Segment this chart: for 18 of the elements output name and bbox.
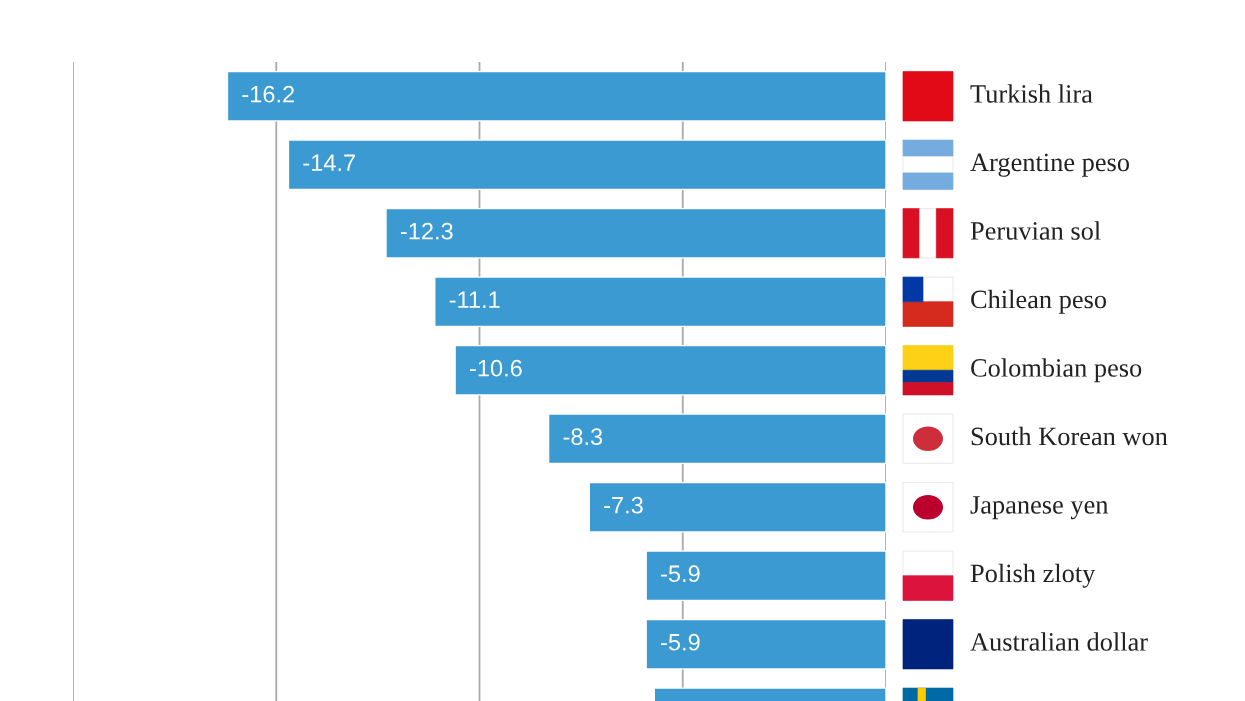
data-label: -12.3 bbox=[400, 222, 453, 240]
data-label: -5.9 bbox=[661, 565, 700, 583]
y-tick-label: Turkish lira bbox=[970, 84, 1093, 103]
y-tick-label: South Korean won bbox=[971, 426, 1168, 446]
data-label: -8.3 bbox=[563, 428, 603, 446]
data-label: -7.3 bbox=[604, 496, 643, 514]
data-label: -11.1 bbox=[449, 291, 500, 308]
y-tick-label: Peruvian sol bbox=[970, 221, 1101, 240]
data-label: -16.2 bbox=[242, 85, 294, 103]
y-tick-label: Australian dollar bbox=[970, 632, 1148, 651]
data-label: -10.6 bbox=[470, 359, 522, 377]
data-label: -5.9 bbox=[661, 633, 700, 651]
y-tick-label: Chilean peso bbox=[971, 289, 1107, 314]
y-tick-label: Polish zloty bbox=[970, 563, 1096, 588]
y-tick-label: Argentine peso bbox=[970, 153, 1130, 177]
y-tick-label: Colombian peso bbox=[971, 358, 1142, 383]
data-label: -14.7 bbox=[303, 154, 355, 171]
y-tick-label: Japanese yen bbox=[970, 496, 1109, 520]
